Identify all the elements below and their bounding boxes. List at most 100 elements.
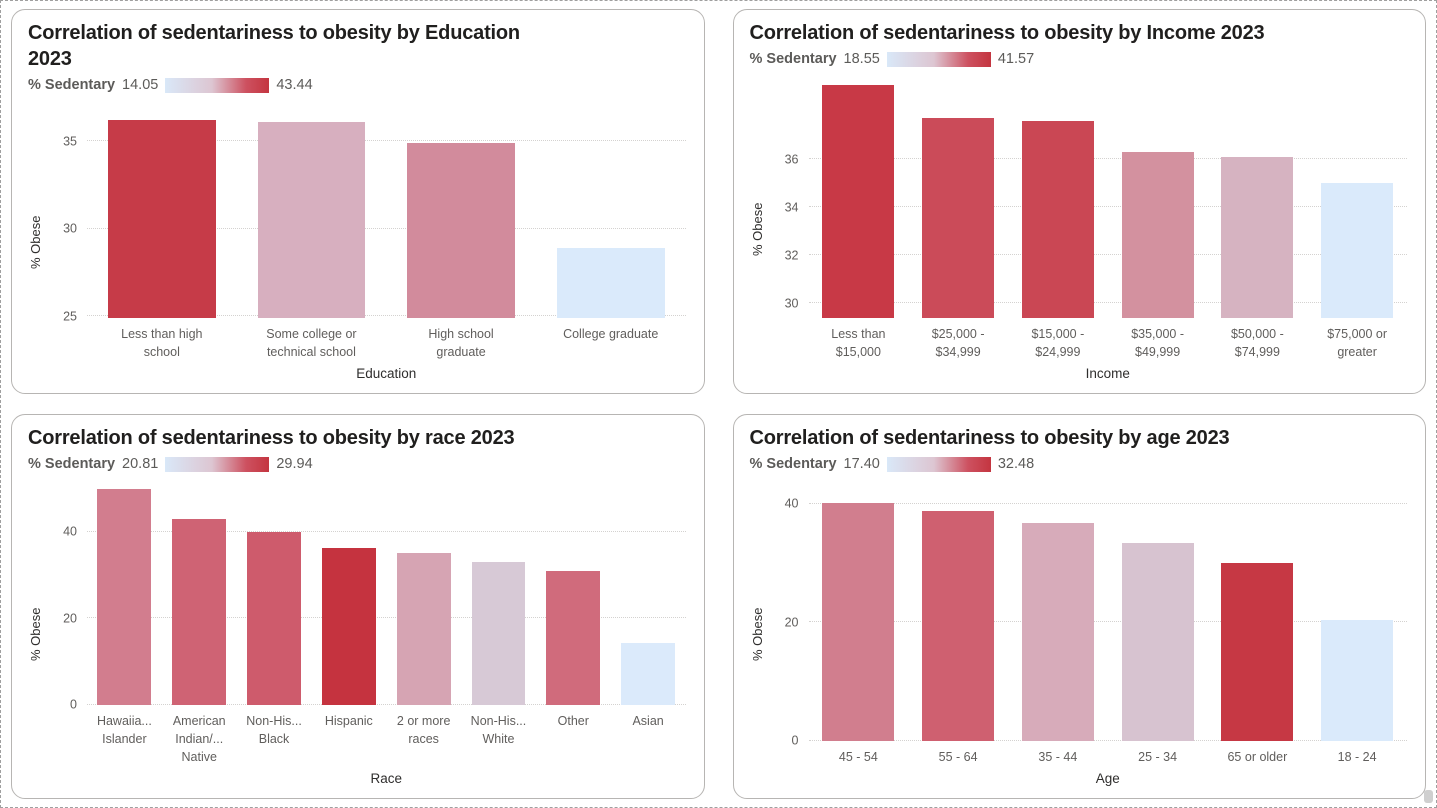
category-labels: Less than high school Some college or techn… [87, 325, 686, 361]
category-label-25-000-34-999: $25,000 - $34,999 [931, 326, 985, 359]
bar-slot [1008, 480, 1108, 741]
legend-label: % Sedentary [28, 456, 116, 472]
plot-column: 0 20 40 45 - 54 55 - 64 35 - 44 25 - 34 65 or o… [767, 480, 1408, 788]
chart-card-education[interactable]: Correlation of sedentariness to obesity … [11, 9, 705, 394]
category-label-non-his-black: Non-His... Black [246, 713, 302, 746]
chart-card-income[interactable]: Correlation of sedentariness to obesity … [732, 9, 1426, 394]
bar-15-000-24-999[interactable] [1021, 120, 1094, 318]
legend-max-value: 41.57 [997, 51, 1035, 67]
bar-35-000-49-999[interactable] [1121, 151, 1194, 318]
bar-65-or-older[interactable] [1221, 563, 1294, 741]
plot-area: 30 32 34 36 [785, 75, 1408, 318]
bar-less-than-high-school[interactable] [107, 120, 216, 318]
legend-gradient-bar [886, 456, 991, 472]
bar-slot [1208, 75, 1308, 318]
bar-slot [809, 480, 909, 741]
bar-slot [809, 75, 909, 318]
y-tick-label: 0 [70, 697, 77, 712]
bar-75-000-or-greater[interactable] [1321, 183, 1394, 318]
bar-american-indian-native[interactable] [172, 518, 227, 705]
chart-card-race[interactable]: Correlation of sedentariness to obesity … [11, 414, 705, 799]
y-tick-label: 34 [784, 199, 799, 214]
bar-45-54[interactable] [822, 502, 895, 741]
y-tick-label: 40 [784, 496, 799, 511]
bar-slot [87, 480, 162, 705]
gridline [808, 254, 1407, 256]
bar-less-than-15-000[interactable] [822, 84, 895, 318]
category-labels: Less than $15,000 $25,000 - $34,999 $15,000 … [809, 325, 1408, 361]
y-tick-label: 25 [63, 308, 77, 323]
bar-slot [908, 480, 1008, 741]
category-label-55-64: 55 - 64 [938, 749, 978, 764]
chart-body: % Obese 0 20 40 45 - 54 55 - 64 35 - 44 25 - 34… [750, 480, 1408, 788]
category-label-25-34: 25 - 34 [1138, 749, 1178, 764]
gridline [87, 530, 686, 532]
legend-gradient-bar [165, 77, 270, 93]
bar-slot [1307, 75, 1407, 318]
plot-area: 0 20 40 [785, 480, 1408, 747]
bar-25-000-34-999[interactable] [922, 118, 995, 318]
gridline [808, 739, 1407, 741]
bar-college-graduate[interactable] [556, 247, 665, 318]
chart-card-age[interactable]: Correlation of sedentariness to obesity … [732, 414, 1426, 799]
bar-50-000-74-999[interactable] [1221, 156, 1294, 318]
bar-some-college-or-technical-school[interactable] [257, 121, 366, 318]
bars-row [809, 480, 1408, 741]
bar-2-or-more-races[interactable] [396, 553, 451, 705]
y-tick-label: 36 [784, 151, 799, 166]
bar-other[interactable] [546, 570, 601, 705]
legend-max-value: 29.94 [276, 456, 313, 472]
category-label-2-or-more-races: 2 or more races [396, 713, 451, 746]
gridline [808, 502, 1407, 504]
bar-slot [311, 480, 386, 705]
legend-min-value: 20.81 [122, 456, 159, 472]
bar-high-school-graduate[interactable] [407, 142, 515, 318]
category-labels: 45 - 54 55 - 64 35 - 44 25 - 34 65 or older 1… [809, 748, 1408, 766]
bar-slot [386, 101, 536, 318]
gridline [87, 315, 686, 317]
chart-title: Correlation of sedentariness to obesity … [749, 22, 1265, 44]
gridline [87, 703, 686, 705]
y-tick-label: 40 [63, 524, 77, 539]
category-label-less-than-high-school: Less than high school [121, 326, 203, 359]
bar-25-34[interactable] [1121, 543, 1194, 741]
plot-area: 25 30 35 [63, 101, 686, 322]
bar-hispanic[interactable] [321, 548, 376, 705]
legend-gradient-bar [165, 456, 270, 472]
bar-slot [908, 75, 1008, 318]
gridline [808, 206, 1407, 208]
y-tick-label: 30 [63, 221, 77, 236]
category-label-45-54: 45 - 54 [838, 749, 878, 764]
plot-column: 30 32 34 36 Less than $15,000 $25,000 - $34,999… [767, 75, 1408, 383]
bar-non-his-black[interactable] [247, 531, 301, 705]
bar-slot [87, 101, 237, 318]
x-axis-title: Income [1085, 366, 1130, 381]
category-label-high-school-graduate: High school graduate [428, 326, 494, 359]
bar-slot [386, 480, 461, 705]
bar-slot [611, 480, 686, 705]
legend-gradient-bar [886, 51, 991, 67]
gradient-legend: % Sedentary 18.55 41.57 [750, 51, 1408, 67]
bar-slot [237, 480, 312, 705]
bar-55-64[interactable] [922, 511, 995, 741]
legend-label: % Sedentary [749, 51, 837, 67]
bar-non-his-white[interactable] [471, 562, 526, 705]
bar-18-24[interactable] [1321, 619, 1394, 741]
bar-slot [536, 101, 686, 318]
bar-asian[interactable] [621, 643, 676, 705]
bars-row [87, 480, 686, 705]
category-label-75-000-or-greater: $75,000 or greater [1327, 326, 1388, 359]
y-tick-label: 20 [63, 610, 77, 625]
bar-slot [536, 480, 611, 705]
y-tick-label: 32 [784, 248, 799, 263]
bar-hawaiia-islander[interactable] [97, 488, 152, 705]
bars-row [809, 75, 1408, 318]
category-label-non-his-white: Non-His... White [470, 713, 527, 746]
legend-label: % Sedentary [28, 77, 116, 93]
bar-35-44[interactable] [1021, 522, 1094, 741]
scrollbar-thumb[interactable] [1424, 790, 1433, 803]
bar-slot [1307, 480, 1407, 741]
gradient-legend: % Sedentary 14.05 43.44 [28, 77, 686, 93]
legend-min-value: 18.55 [843, 51, 880, 67]
y-tick-label: 30 [784, 296, 799, 311]
